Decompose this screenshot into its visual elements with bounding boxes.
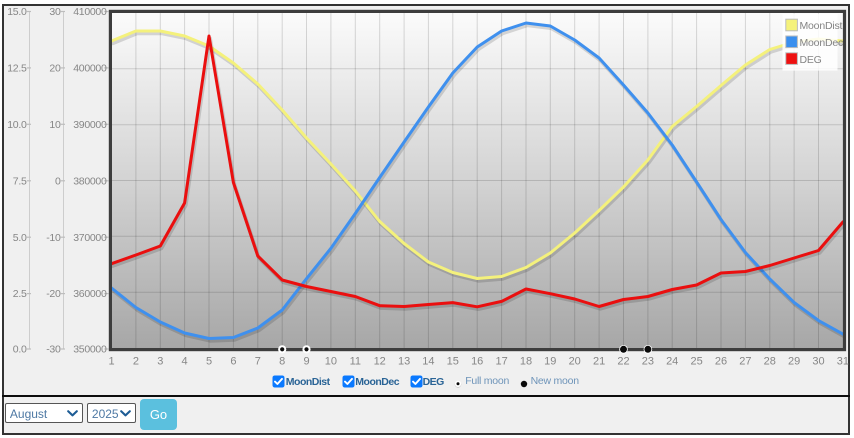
svg-text:7.5: 7.5 xyxy=(13,175,27,187)
svg-text:31: 31 xyxy=(837,356,849,368)
svg-text:0: 0 xyxy=(55,175,61,187)
svg-text:4: 4 xyxy=(182,356,188,368)
svg-text:12.5: 12.5 xyxy=(7,63,27,75)
svg-text:5: 5 xyxy=(206,356,212,368)
svg-text:380000: 380000 xyxy=(73,175,107,187)
svg-text:400000: 400000 xyxy=(73,63,107,75)
svg-text:27: 27 xyxy=(739,356,751,368)
svg-text:19: 19 xyxy=(544,356,556,368)
svg-text:23: 23 xyxy=(642,356,654,368)
svg-text:15: 15 xyxy=(447,356,459,368)
svg-text:30: 30 xyxy=(812,356,824,368)
svg-text:0.0: 0.0 xyxy=(13,344,27,356)
svg-text:MoonDec: MoonDec xyxy=(800,37,844,49)
svg-text:2: 2 xyxy=(133,356,139,368)
svg-text:7: 7 xyxy=(255,356,261,368)
svg-text:9: 9 xyxy=(303,356,309,368)
svg-text:8: 8 xyxy=(279,356,285,368)
svg-text:10.0: 10.0 xyxy=(7,119,27,131)
svg-text:25: 25 xyxy=(690,356,702,368)
svg-text:5.0: 5.0 xyxy=(13,232,27,244)
svg-text:17: 17 xyxy=(495,356,507,368)
svg-text:18: 18 xyxy=(520,356,532,368)
svg-text:10: 10 xyxy=(49,119,61,131)
svg-text:2.5: 2.5 xyxy=(13,288,27,300)
svg-text:360000: 360000 xyxy=(73,288,107,300)
svg-text:13: 13 xyxy=(398,356,410,368)
svg-text:390000: 390000 xyxy=(73,119,107,131)
svg-text:22: 22 xyxy=(617,356,629,368)
svg-text:14: 14 xyxy=(422,356,434,368)
svg-text:26: 26 xyxy=(715,356,727,368)
svg-text:6: 6 xyxy=(230,356,236,368)
svg-text:12: 12 xyxy=(374,356,386,368)
svg-text:29: 29 xyxy=(788,356,800,368)
svg-text:410000: 410000 xyxy=(73,6,107,18)
svg-text:DEG: DEG xyxy=(800,54,822,66)
svg-text:20: 20 xyxy=(49,63,61,75)
svg-text:370000: 370000 xyxy=(73,232,107,244)
svg-text:3: 3 xyxy=(157,356,163,368)
svg-text:21: 21 xyxy=(593,356,605,368)
svg-text:-30: -30 xyxy=(46,344,61,356)
svg-text:-10: -10 xyxy=(46,232,61,244)
svg-text:11: 11 xyxy=(350,356,361,368)
svg-text:350000: 350000 xyxy=(73,344,107,356)
svg-text:28: 28 xyxy=(764,356,776,368)
svg-text:-20: -20 xyxy=(46,288,61,300)
svg-text:1: 1 xyxy=(108,356,114,368)
svg-text:24: 24 xyxy=(666,356,678,368)
svg-text:MoonDist: MoonDist xyxy=(800,20,843,32)
svg-text:30: 30 xyxy=(49,6,61,18)
svg-text:15.0: 15.0 xyxy=(7,6,27,18)
svg-text:20: 20 xyxy=(569,356,581,368)
svg-text:10: 10 xyxy=(325,356,337,368)
svg-text:16: 16 xyxy=(471,356,483,368)
